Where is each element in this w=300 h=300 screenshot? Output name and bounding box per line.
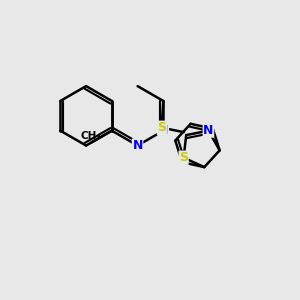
Text: N: N: [132, 139, 143, 152]
Text: CH₃: CH₃: [81, 131, 102, 141]
Text: S: S: [179, 151, 188, 164]
Text: N: N: [158, 124, 169, 137]
Text: S: S: [157, 121, 166, 134]
Text: N: N: [203, 124, 214, 137]
